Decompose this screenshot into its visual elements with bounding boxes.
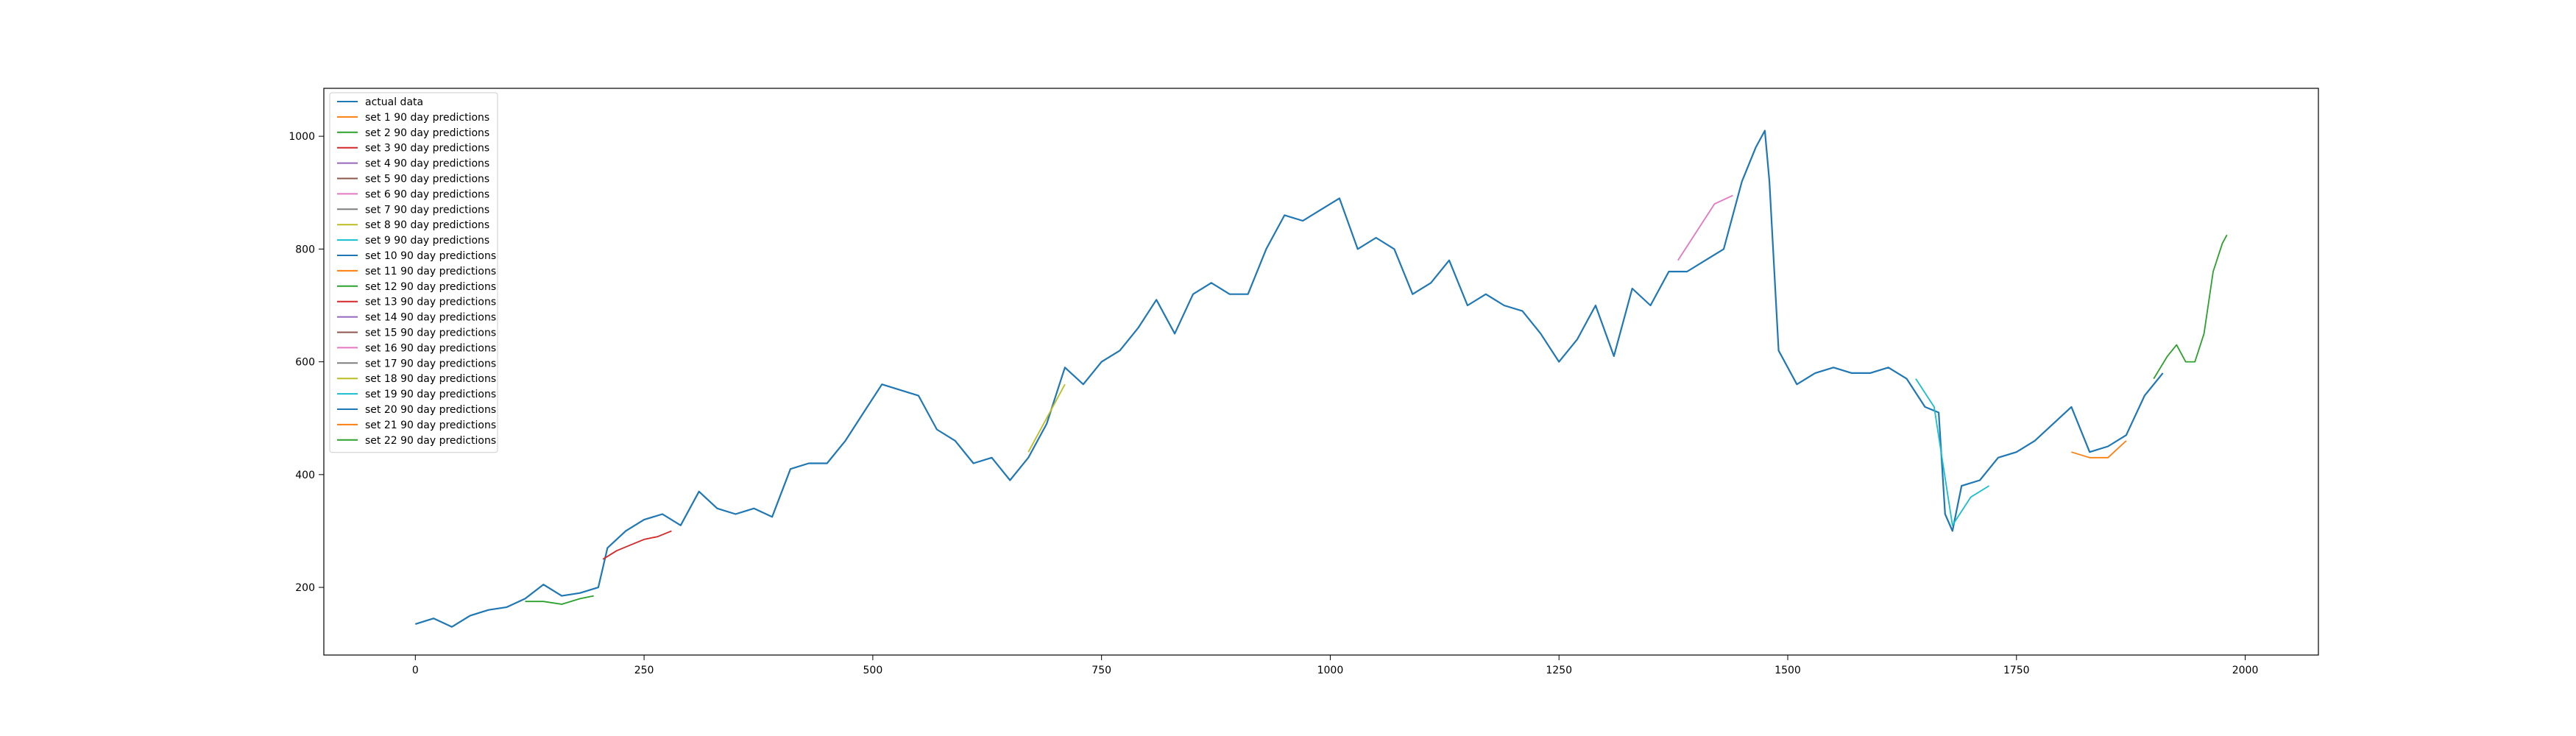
legend-label: set 3 90 day predictions: [365, 143, 489, 155]
legend-label: set 8 90 day predictions: [365, 219, 489, 231]
series-line-set-6: [1677, 194, 1733, 261]
legend-label: set 21 90 day predictions: [365, 420, 496, 431]
series-line-set-8: [1027, 383, 1066, 453]
legend-label: set 1 90 day predictions: [365, 112, 489, 124]
y-tick-label: 400: [295, 470, 315, 481]
legend-box: [329, 92, 498, 453]
series-line-set-3: [602, 530, 672, 560]
series-line-set-22: [2153, 234, 2228, 380]
series-line-set-9: [1915, 378, 1989, 526]
y-tick-label: 800: [295, 244, 315, 255]
x-tick-label: 2000: [2232, 665, 2259, 676]
x-tick-label: 1000: [1317, 665, 1344, 676]
x-tick-label: 1250: [1546, 665, 1572, 676]
series-line-set-21: [2071, 440, 2127, 459]
y-tick-label: 1000: [289, 131, 315, 143]
x-tick-label: 750: [1091, 665, 1111, 676]
legend-label: set 7 90 day predictions: [365, 204, 489, 216]
legend-label: set 13 90 day predictions: [365, 297, 496, 308]
legend-label: set 20 90 day predictions: [365, 404, 496, 416]
legend-label: set 15 90 day predictions: [365, 328, 496, 339]
x-tick-label: 0: [412, 665, 419, 676]
x-tick-label: 250: [634, 665, 654, 676]
legend: actual data set 1 90 day predictions set 2…: [329, 92, 498, 453]
x-tick-label: 1750: [2003, 665, 2030, 676]
legend-label: set 10 90 day predictions: [365, 250, 496, 262]
x-tick-label: 1500: [1774, 665, 1801, 676]
y-axis: 200 400 600 800 1000: [289, 131, 324, 594]
legend-label: set 9 90 day predictions: [365, 235, 489, 247]
series-line-actual-data: [414, 130, 2164, 628]
legend-label: set 14 90 day predictions: [365, 312, 496, 324]
legend-label: set 12 90 day predictions: [365, 281, 496, 293]
x-axis: 0 250 500 750 1000 1250 1500 1750 2000: [412, 655, 2259, 676]
y-tick-label: 600: [295, 357, 315, 369]
legend-label: set 17 90 day predictions: [365, 358, 496, 369]
legend-label: set 18 90 day predictions: [365, 373, 496, 385]
series-line-set-2: [525, 595, 594, 605]
legend-label: set 16 90 day predictions: [365, 342, 496, 354]
legend-label: set 2 90 day predictions: [365, 127, 489, 139]
legend-label: actual data: [365, 96, 423, 108]
x-tick-label: 500: [863, 665, 883, 676]
legend-label: set 5 90 day predictions: [365, 174, 489, 185]
plot-frame: [323, 88, 2319, 656]
legend-label: set 4 90 day predictions: [365, 158, 489, 170]
legend-label: set 11 90 day predictions: [365, 266, 496, 277]
legend-label: set 22 90 day predictions: [365, 435, 496, 447]
plot-series: [414, 130, 2228, 628]
legend-label: set 6 90 day predictions: [365, 188, 489, 200]
y-tick-label: 200: [295, 582, 315, 594]
legend-label: set 19 90 day predictions: [365, 389, 496, 400]
